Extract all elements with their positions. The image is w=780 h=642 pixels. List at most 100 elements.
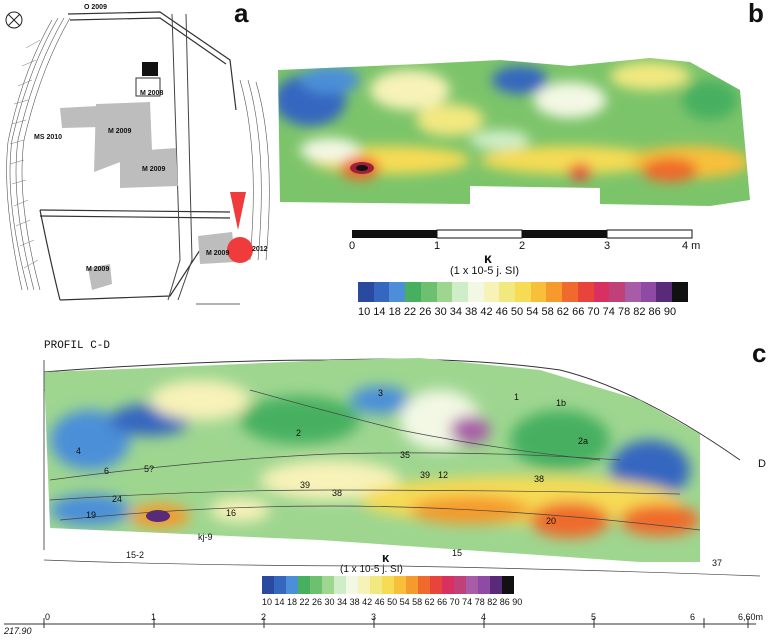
site-map xyxy=(5,11,270,305)
building-outline xyxy=(135,77,161,97)
slope-hatch xyxy=(9,39,41,269)
colorbar-swatch xyxy=(262,576,274,594)
colorbar-swatch xyxy=(593,282,610,302)
layer-label: 39 xyxy=(420,470,431,480)
layer-label: 12 xyxy=(438,470,449,480)
layer-label: 3 xyxy=(378,388,384,398)
colorbar-swatch xyxy=(358,576,370,594)
map-label-m2008: M 2008 xyxy=(140,90,164,97)
colorbar-swatch xyxy=(394,576,406,594)
layer-label: 5? xyxy=(144,464,155,474)
colorbar-b-labels: 10 14 18 22 26 30 34 38 42 46 50 54 58 6… xyxy=(358,306,677,318)
map-label-o2009: O 2009 xyxy=(84,4,107,11)
layer-boundaries xyxy=(43,389,760,577)
colorbar-swatch xyxy=(346,576,358,594)
colorbar-swatch xyxy=(274,576,286,594)
heatmap-b xyxy=(278,58,750,206)
colorbar-swatch xyxy=(310,576,322,594)
colorbar-swatch xyxy=(418,576,430,594)
scale-b-tick-2: 2 xyxy=(519,240,526,252)
road xyxy=(167,13,193,301)
colorbar-swatch xyxy=(478,576,490,594)
units-label-c: (1 x 10-5 j. SI) xyxy=(340,564,403,575)
scale-b-tick-1: 1 xyxy=(434,240,441,252)
scale-b-tick-0: 0 xyxy=(349,240,356,252)
map-label-m2009a: M 2009 xyxy=(108,128,132,135)
kappa-label-b: κ xyxy=(484,250,492,266)
layer-label: 1b xyxy=(556,398,567,408)
colorbar-swatch xyxy=(406,576,418,594)
bottom-axis xyxy=(4,618,756,628)
axis-tick: 2 xyxy=(261,612,267,622)
colorbar-swatch xyxy=(577,282,594,302)
panel-label-c: c xyxy=(752,338,767,368)
layer-label: 15 xyxy=(452,548,463,558)
colorbar-b xyxy=(358,282,688,302)
panel-b-susceptibility-map: b xyxy=(270,0,780,330)
scale-b-tick-3: 3 xyxy=(604,240,611,252)
axis-tick: 0 xyxy=(45,612,51,622)
layer-label: 6 xyxy=(104,466,110,476)
colorbar-swatch xyxy=(483,282,500,302)
profile-title: PROFIL C-D xyxy=(44,340,111,352)
map-label-m2009c: M 2009 xyxy=(206,250,230,257)
colorbar-swatch xyxy=(546,282,563,302)
axis-tick: 5 xyxy=(591,612,597,622)
heatmap-b-blobs xyxy=(278,62,750,182)
contour-lines-left xyxy=(6,17,71,291)
layer-label: 39 xyxy=(300,480,311,490)
colorbar-swatch xyxy=(405,282,421,302)
layer-label: 37 xyxy=(712,558,723,568)
panel-label-b: b xyxy=(748,0,764,28)
axis-tick: 1 xyxy=(151,612,157,622)
map-label-2012: 2012 xyxy=(252,246,268,253)
colorbar-swatch xyxy=(382,576,394,594)
colorbar-swatch xyxy=(609,282,625,302)
map-label-m2009d: M 2009 xyxy=(86,266,110,273)
colorbar-swatch xyxy=(640,282,657,302)
colorbar-swatch xyxy=(502,576,514,594)
profile-hotspot xyxy=(146,510,170,522)
layer-label: 16 xyxy=(226,508,237,518)
profile-drawing xyxy=(43,358,760,577)
colorbar-swatch xyxy=(467,282,484,302)
building-black xyxy=(142,62,158,76)
panel-label-a: a xyxy=(234,0,249,28)
units-label-b: (1 x 10-5 j. SI) xyxy=(450,265,520,277)
colorbar-c xyxy=(262,576,514,594)
layer-label: 24 xyxy=(112,494,123,504)
location-marker-triangle xyxy=(230,192,246,230)
axis-left-label: 217.90 xyxy=(4,626,32,636)
colorbar-swatch xyxy=(490,576,502,594)
colorbar-swatch xyxy=(420,282,437,302)
panel-c-profile: c PROFIL C-D xyxy=(0,330,780,642)
colorbar-swatch xyxy=(322,576,334,594)
axis-tick: 6,60m xyxy=(738,612,764,622)
colorbar-swatch xyxy=(499,282,516,302)
colorbar-swatch xyxy=(530,282,547,302)
layer-label: 2 xyxy=(296,428,302,438)
scale-bar-b xyxy=(352,229,693,239)
excavation-areas xyxy=(60,102,236,290)
colorbar-swatch xyxy=(298,576,310,594)
layer-label: 38 xyxy=(332,488,343,498)
profile-end-label: D xyxy=(758,458,766,470)
layer-label: 1 xyxy=(514,392,520,402)
layer-label: 38 xyxy=(534,474,545,484)
kappa-label-c: κ xyxy=(382,550,390,565)
colorbar-swatch xyxy=(442,576,454,594)
colorbar-swatch xyxy=(452,282,468,302)
colorbar-swatch xyxy=(370,576,382,594)
map-label-m2009b: M 2009 xyxy=(142,166,166,173)
colorbar-swatch xyxy=(358,282,374,302)
profile-heatmap-blobs xyxy=(50,380,700,538)
layer-label: 15-2 xyxy=(126,550,145,560)
colorbar-c-labels: 10 14 18 22 26 30 34 38 42 46 50 54 58 6… xyxy=(262,597,523,607)
colorbar-swatch xyxy=(334,576,346,594)
colorbar-swatch xyxy=(436,282,453,302)
location-marker-circle xyxy=(227,237,253,263)
colorbar-swatch xyxy=(373,282,390,302)
axis-tick: 4 xyxy=(481,612,487,622)
axis-tick: 3 xyxy=(371,612,377,622)
layer-label: kj-9 xyxy=(198,532,213,542)
